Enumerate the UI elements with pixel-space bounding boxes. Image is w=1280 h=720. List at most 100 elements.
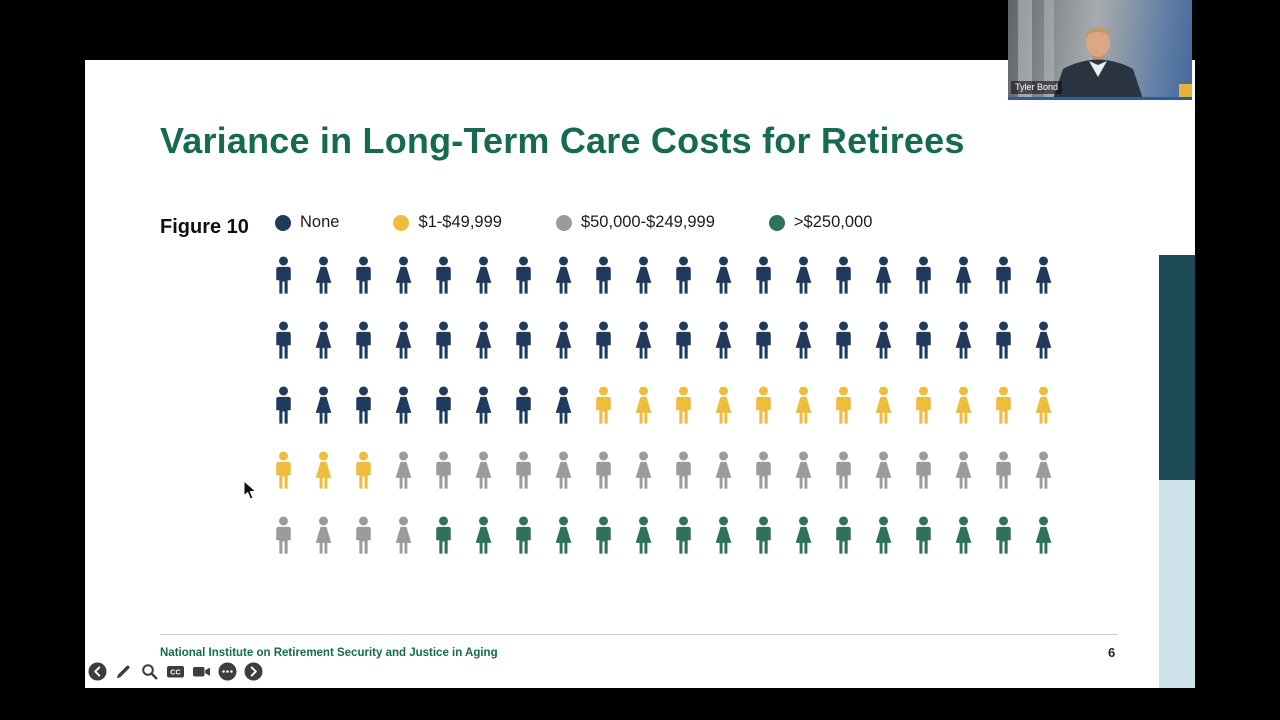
person-icon xyxy=(1023,386,1063,451)
slide: Variance in Long-Term Care Costs for Ret… xyxy=(85,60,1195,688)
person-icon xyxy=(903,256,943,321)
person-icon xyxy=(783,516,823,581)
more-button[interactable] xyxy=(218,662,237,681)
male-figure xyxy=(275,256,291,294)
person-icon xyxy=(423,386,463,451)
pictograph-grid xyxy=(263,256,1063,581)
previous-icon xyxy=(88,662,107,681)
closed-captions-icon: CC xyxy=(167,666,184,678)
female-figure xyxy=(1035,321,1051,359)
person-icon xyxy=(383,386,423,451)
female-figure xyxy=(315,321,331,359)
person-icon xyxy=(983,256,1023,321)
person-icon xyxy=(343,451,383,516)
female-figure xyxy=(395,321,411,359)
next-button[interactable] xyxy=(244,662,263,681)
chart-legend: None $1-$49,999 $50,000-$249,999 >$250,000 xyxy=(275,213,872,232)
zoom-button[interactable] xyxy=(140,662,159,681)
person-icon xyxy=(503,516,543,581)
male-figure xyxy=(835,451,851,489)
male-figure xyxy=(355,386,371,424)
male-figure xyxy=(835,256,851,294)
female-figure xyxy=(1035,386,1051,424)
female-figure xyxy=(875,516,891,554)
female-figure xyxy=(795,321,811,359)
legend-dot xyxy=(768,214,785,231)
person-icon xyxy=(463,256,503,321)
female-figure xyxy=(315,516,331,554)
closed-captions-button[interactable]: CC xyxy=(166,662,185,681)
male-figure xyxy=(355,451,371,489)
person-icon xyxy=(583,321,623,386)
female-figure xyxy=(475,386,491,424)
person-icon xyxy=(263,451,303,516)
person-icon xyxy=(543,451,583,516)
participant-video[interactable]: Tyler Bond xyxy=(1008,0,1192,100)
person-icon xyxy=(303,516,343,581)
female-figure xyxy=(875,321,891,359)
magnifier-icon xyxy=(142,664,158,680)
pencil-icon xyxy=(117,665,130,679)
male-figure xyxy=(515,256,531,294)
person-icon xyxy=(263,386,303,451)
person-icon xyxy=(983,321,1023,386)
previous-button[interactable] xyxy=(88,662,107,681)
camera-button[interactable] xyxy=(192,662,211,681)
person-icon xyxy=(263,256,303,321)
person-icon xyxy=(783,321,823,386)
person-icon xyxy=(583,451,623,516)
legend-label: None xyxy=(300,213,340,231)
female-figure xyxy=(395,451,411,489)
female-figure xyxy=(955,451,971,489)
person-icon xyxy=(983,451,1023,516)
person-icon xyxy=(823,321,863,386)
male-figure xyxy=(995,516,1011,554)
person-icon xyxy=(703,256,743,321)
male-figure xyxy=(275,321,291,359)
person-icon xyxy=(543,386,583,451)
male-figure xyxy=(515,386,531,424)
female-figure xyxy=(795,516,811,554)
male-figure xyxy=(355,256,371,294)
person-icon xyxy=(823,451,863,516)
person-icon xyxy=(423,451,463,516)
camera-icon xyxy=(193,667,210,677)
presenter-figure xyxy=(1053,27,1143,97)
draw-button[interactable] xyxy=(114,662,133,681)
male-figure xyxy=(275,386,291,424)
female-figure xyxy=(315,386,331,424)
male-figure xyxy=(595,451,611,489)
slide-accent-bar-light xyxy=(1159,480,1195,688)
person-icon xyxy=(783,451,823,516)
svg-text:CC: CC xyxy=(170,668,180,677)
person-icon xyxy=(943,451,983,516)
person-icon xyxy=(943,516,983,581)
male-figure xyxy=(835,321,851,359)
annotation-toolbar: CC xyxy=(88,662,263,681)
person-icon xyxy=(623,386,663,451)
male-figure xyxy=(435,451,451,489)
person-icon xyxy=(583,386,623,451)
person-icon xyxy=(423,516,463,581)
background-pillar xyxy=(1044,0,1054,97)
person-icon xyxy=(383,451,423,516)
legend-label: $1-$49,999 xyxy=(418,213,502,231)
male-figure xyxy=(755,386,771,424)
female-figure xyxy=(555,516,571,554)
person-icon xyxy=(823,516,863,581)
person-icon xyxy=(503,386,543,451)
female-figure xyxy=(635,386,651,424)
legend-item: $50,000-$249,999 xyxy=(555,213,715,232)
person-icon xyxy=(903,451,943,516)
person-icon xyxy=(623,321,663,386)
female-figure xyxy=(955,321,971,359)
male-figure xyxy=(915,386,931,424)
person-icon xyxy=(743,516,783,581)
female-figure xyxy=(315,451,331,489)
female-figure xyxy=(475,256,491,294)
legend-label: >$250,000 xyxy=(793,213,873,231)
person-icon xyxy=(463,516,503,581)
male-figure xyxy=(995,321,1011,359)
male-figure xyxy=(995,256,1011,294)
